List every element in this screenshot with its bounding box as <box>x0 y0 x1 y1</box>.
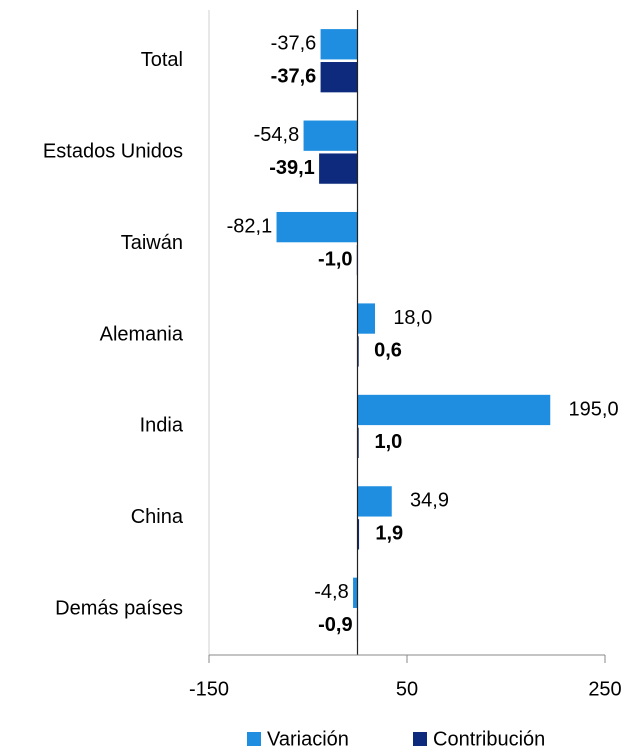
y-tick-label: China <box>131 506 184 528</box>
legend-swatch <box>247 732 261 746</box>
y-tick-label: Alemania <box>100 323 184 345</box>
y-tick-label: Estados Unidos <box>43 140 183 162</box>
data-label: -82,1 <box>227 215 273 237</box>
y-tick-label: Demás países <box>55 598 183 620</box>
data-label: -39,1 <box>269 157 315 179</box>
y-tick-label: Total <box>141 49 183 71</box>
bar <box>357 485 393 518</box>
data-label: -54,8 <box>254 124 300 146</box>
y-tick-label: Taiwán <box>121 232 183 254</box>
bar <box>319 61 358 93</box>
bar <box>318 152 358 185</box>
data-label: -1,0 <box>318 248 352 270</box>
x-tick-label: -150 <box>189 678 229 700</box>
data-label: 34,9 <box>410 490 449 512</box>
data-label: -37,6 <box>271 65 317 87</box>
bar <box>357 394 551 426</box>
y-tick-label: India <box>140 415 184 437</box>
data-label: 1,0 <box>374 431 402 453</box>
data-label: -37,6 <box>271 33 317 55</box>
legend-swatch <box>413 732 427 746</box>
bar <box>275 211 358 243</box>
data-label: 18,0 <box>393 307 432 329</box>
data-label: 1,9 <box>375 523 403 545</box>
data-label: -4,8 <box>314 581 348 603</box>
bar <box>357 302 376 335</box>
bar <box>302 119 358 152</box>
x-tick-label: 250 <box>588 678 621 700</box>
data-label: 195,0 <box>569 398 619 420</box>
legend-label: Contribución <box>433 728 545 750</box>
x-tick-label: 50 <box>396 678 418 700</box>
legend-label: Variación <box>267 728 349 750</box>
bar <box>319 28 358 61</box>
data-label: 0,6 <box>374 340 402 362</box>
data-label: -0,9 <box>318 614 352 636</box>
bar <box>352 577 358 609</box>
